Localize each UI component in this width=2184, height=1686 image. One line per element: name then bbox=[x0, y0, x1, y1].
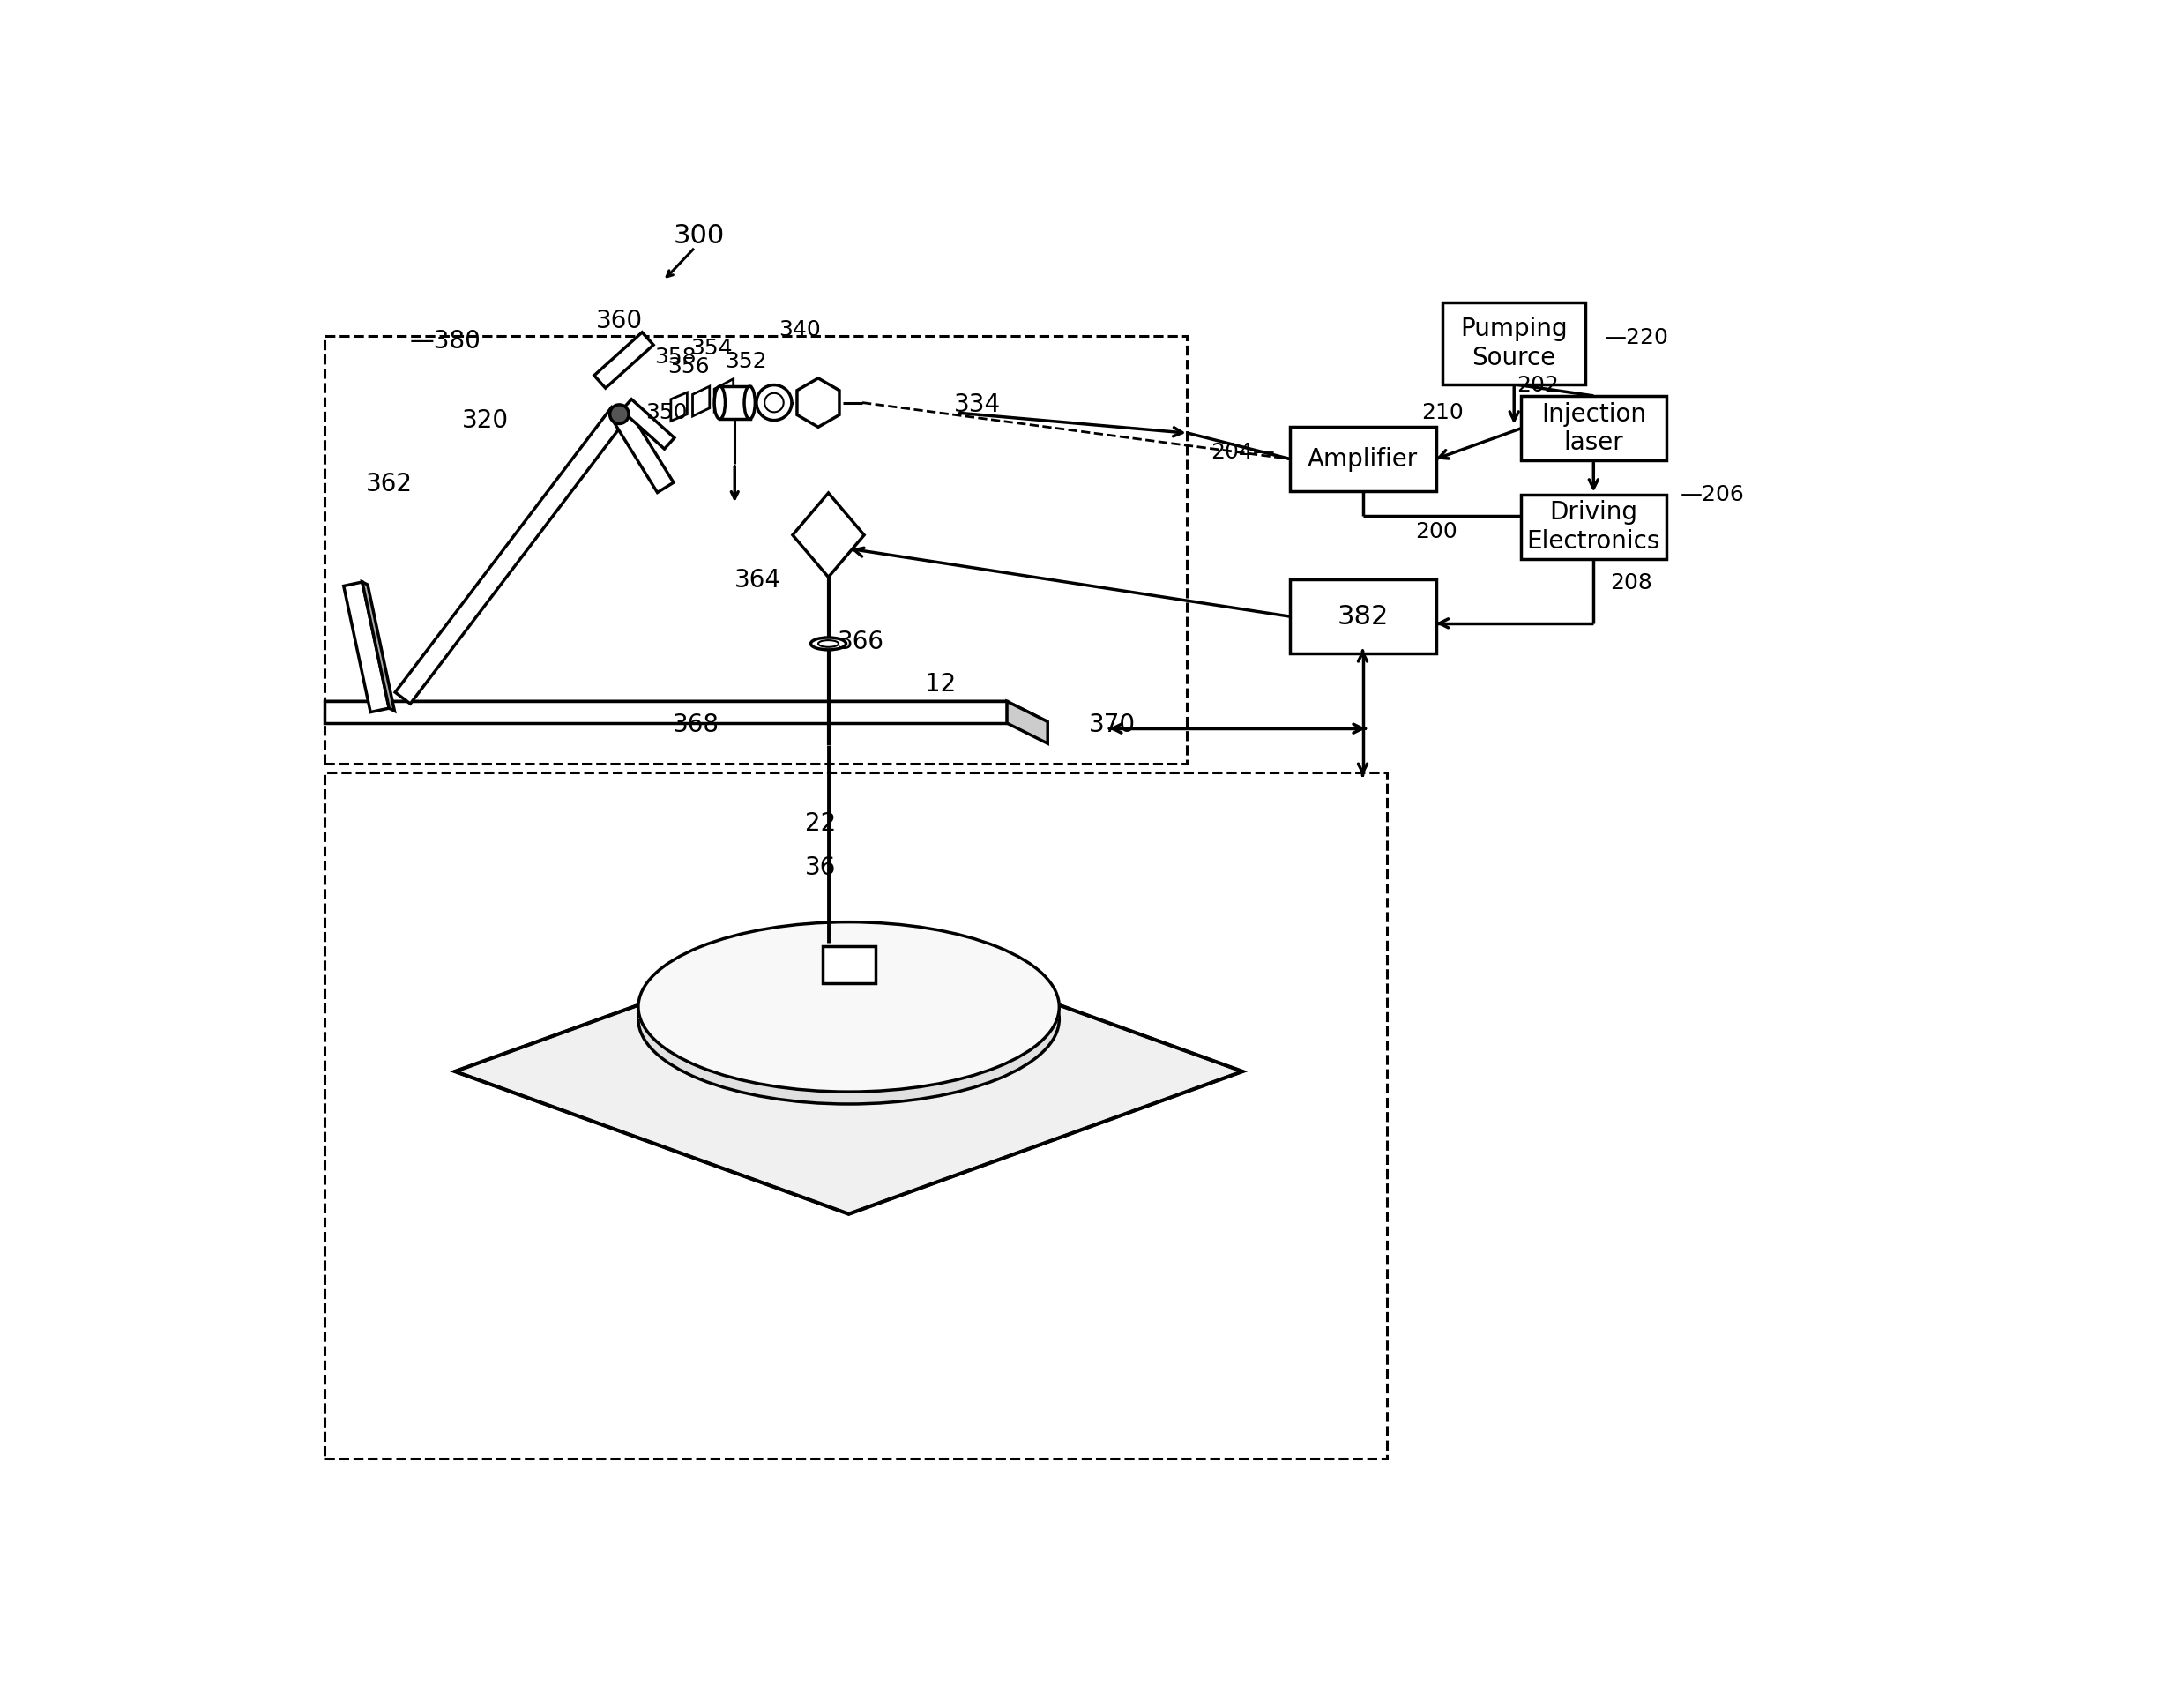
Bar bbox=[1291, 580, 1437, 654]
Polygon shape bbox=[325, 701, 1048, 722]
Bar bbox=[325, 772, 1387, 1458]
Ellipse shape bbox=[745, 386, 756, 418]
Text: 210: 210 bbox=[1422, 403, 1463, 423]
Bar bbox=[1291, 427, 1437, 491]
Ellipse shape bbox=[638, 934, 1059, 1104]
Text: 22: 22 bbox=[804, 811, 836, 836]
Text: 202: 202 bbox=[1516, 374, 1559, 396]
Polygon shape bbox=[714, 379, 734, 411]
Polygon shape bbox=[395, 406, 627, 703]
Text: 360: 360 bbox=[596, 309, 642, 334]
Text: Injection
laser: Injection laser bbox=[1542, 401, 1647, 455]
Polygon shape bbox=[612, 408, 673, 492]
Text: 300: 300 bbox=[673, 224, 725, 250]
Text: 36: 36 bbox=[804, 855, 836, 880]
Text: 204—: 204— bbox=[1210, 442, 1275, 462]
Text: 208: 208 bbox=[1610, 572, 1651, 593]
Polygon shape bbox=[454, 929, 1243, 1214]
Polygon shape bbox=[793, 492, 865, 577]
Text: 352: 352 bbox=[725, 351, 767, 373]
Text: 354: 354 bbox=[690, 337, 732, 359]
Text: 12: 12 bbox=[924, 673, 957, 696]
Polygon shape bbox=[692, 386, 710, 416]
Text: —220: —220 bbox=[1605, 327, 1669, 349]
Bar bbox=[325, 336, 1186, 764]
Bar bbox=[1520, 494, 1666, 558]
Text: 362: 362 bbox=[365, 472, 413, 496]
Text: 334: 334 bbox=[954, 393, 1000, 416]
Circle shape bbox=[764, 393, 784, 411]
Polygon shape bbox=[325, 701, 1007, 723]
Polygon shape bbox=[363, 582, 395, 711]
Polygon shape bbox=[1007, 701, 1048, 744]
Polygon shape bbox=[638, 1007, 1059, 1018]
Text: Pumping
Source: Pumping Source bbox=[1461, 317, 1568, 371]
Text: Amplifier: Amplifier bbox=[1308, 447, 1417, 472]
Text: —380: —380 bbox=[408, 329, 480, 354]
Text: 382: 382 bbox=[1337, 604, 1389, 629]
Text: 364: 364 bbox=[734, 568, 782, 592]
Text: —206: —206 bbox=[1679, 484, 1745, 504]
Polygon shape bbox=[670, 393, 688, 422]
Text: Driving
Electronics: Driving Electronics bbox=[1527, 501, 1660, 553]
Text: 200: 200 bbox=[1415, 521, 1457, 543]
Polygon shape bbox=[594, 332, 653, 388]
Ellipse shape bbox=[819, 641, 839, 647]
Bar bbox=[1444, 303, 1586, 384]
Text: 370: 370 bbox=[1090, 713, 1136, 737]
Ellipse shape bbox=[714, 386, 725, 418]
Polygon shape bbox=[622, 400, 675, 448]
Circle shape bbox=[756, 384, 793, 420]
Text: 340: 340 bbox=[780, 319, 821, 341]
Polygon shape bbox=[343, 582, 389, 711]
Text: 320: 320 bbox=[463, 408, 509, 433]
Bar bbox=[1520, 396, 1666, 460]
Text: 350: 350 bbox=[646, 403, 688, 423]
Bar bbox=[721, 386, 751, 418]
Text: 366: 366 bbox=[839, 631, 885, 654]
Circle shape bbox=[609, 405, 629, 423]
Text: 358: 358 bbox=[653, 347, 697, 368]
Bar bbox=[821, 946, 876, 983]
Text: 356: 356 bbox=[668, 356, 710, 378]
Ellipse shape bbox=[638, 922, 1059, 1093]
Ellipse shape bbox=[810, 637, 845, 649]
Polygon shape bbox=[797, 378, 839, 427]
Text: 368: 368 bbox=[673, 713, 719, 737]
